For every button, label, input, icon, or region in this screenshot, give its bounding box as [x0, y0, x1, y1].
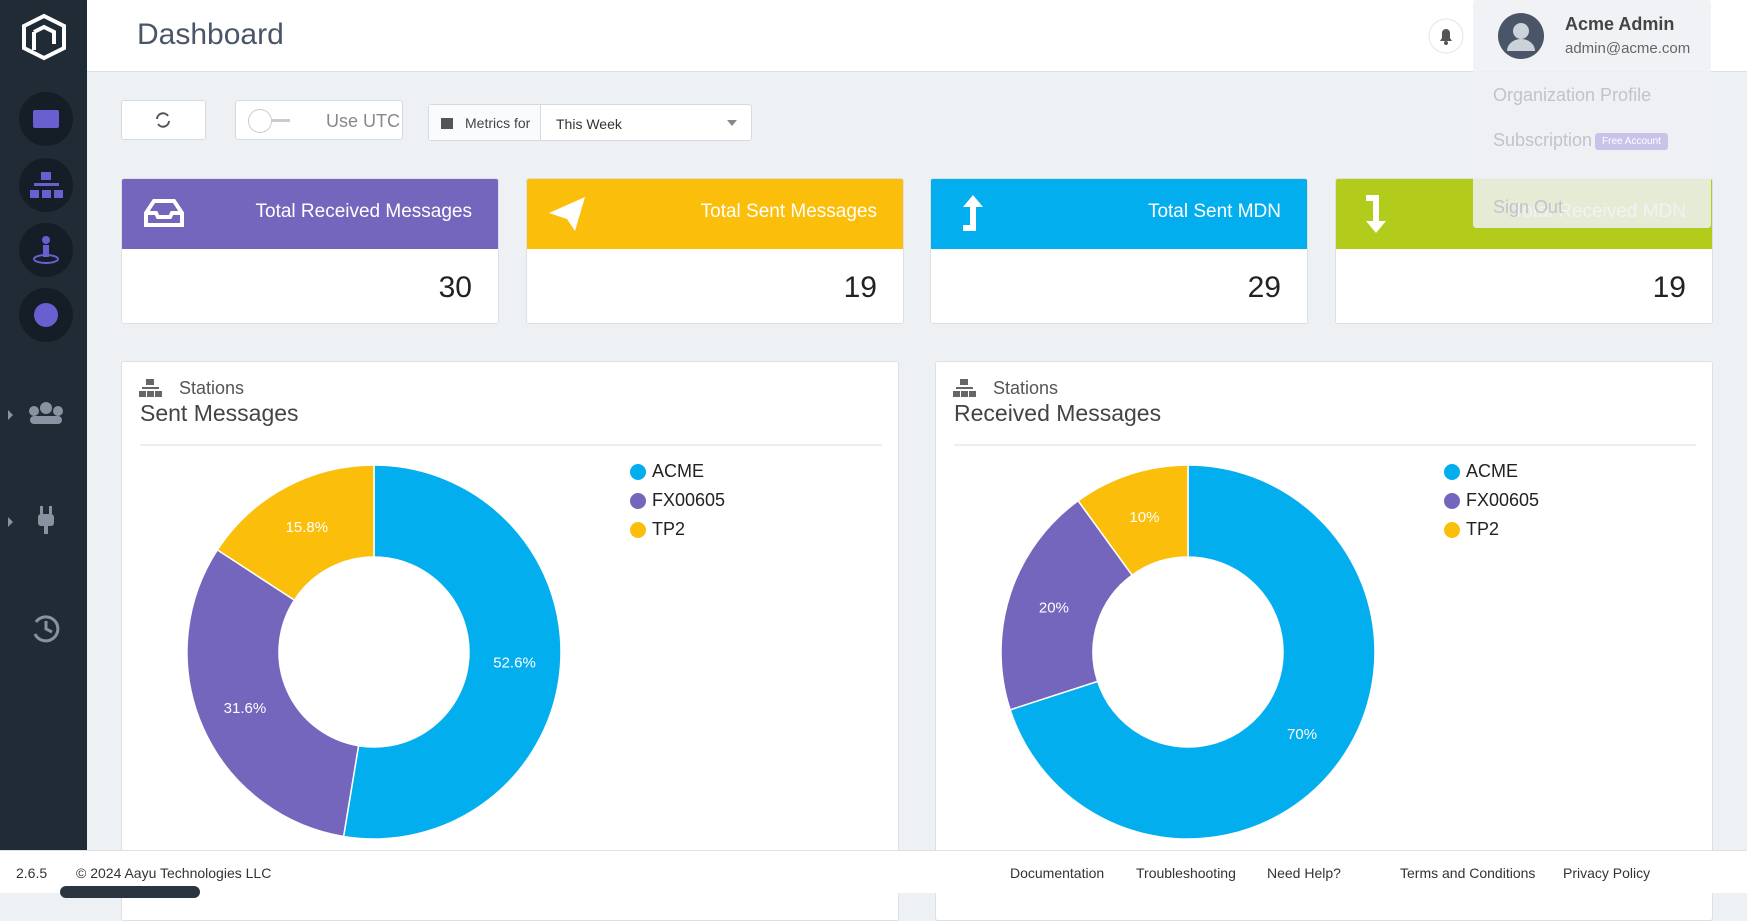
sidebar-icons: [8, 13, 73, 643]
stat-card: Total Received Messages 30: [121, 178, 499, 324]
footer-link[interactable]: Terms and Conditions: [1400, 865, 1536, 881]
section-icon: [953, 379, 976, 397]
user-email: admin@acme.com: [1565, 40, 1691, 57]
card-value: 30: [438, 271, 472, 304]
chart-panel: Stations Sent Messages 52.6% 31.6% 15.8% ACME…: [121, 361, 899, 921]
card-icon: [963, 195, 983, 231]
nav-groups[interactable]: [8, 402, 63, 424]
user-menu: Acme Admin admin@acme.com Organization P…: [1473, 0, 1711, 228]
legend-label: FX00605: [652, 490, 725, 510]
badge-icon: [34, 303, 58, 327]
donut-slice: [1077, 464, 1189, 577]
section-label: Stations: [179, 378, 244, 398]
metrics-label: Metrics for: [465, 115, 531, 131]
card-header: Total Received Messages: [122, 179, 498, 249]
header: Dashboard: [87, 0, 1747, 72]
slice-label: 20%: [1039, 599, 1069, 616]
refresh-icon: [156, 112, 170, 128]
slice-label: 52.6%: [493, 654, 536, 671]
copyright: © 2024 Aayu Technologies LLC: [76, 865, 272, 881]
slice-label: 10%: [1129, 509, 1159, 526]
chart-title: Sent Messages: [140, 400, 299, 426]
section-label: Stations: [993, 378, 1058, 398]
utc-label: Use UTC: [326, 111, 401, 131]
avatar[interactable]: [1498, 13, 1544, 59]
logo: [22, 13, 66, 61]
slice-label: 31.6%: [224, 700, 267, 717]
card-icon: [549, 197, 585, 231]
donut-slice: [342, 464, 562, 840]
slice-label: 15.8%: [286, 519, 329, 536]
card-icon: [1366, 195, 1386, 233]
card-value: 19: [843, 271, 877, 304]
legend-swatch: [630, 464, 646, 480]
card-title: Total Sent Messages: [700, 201, 877, 222]
plan-badge: Free Account: [1595, 133, 1668, 150]
nav-connectors[interactable]: [8, 506, 54, 534]
menu-item[interactable]: Subscription: [1493, 130, 1593, 150]
legend-swatch: [1444, 464, 1460, 480]
legend-swatch: [630, 493, 646, 509]
donut-slice: [1000, 499, 1134, 711]
refresh-button[interactable]: [121, 100, 206, 140]
footer-link[interactable]: Troubleshooting: [1136, 865, 1236, 881]
user-icon: [33, 236, 59, 264]
version: 2.6.5: [16, 865, 48, 881]
card-header: Total Sent MDN: [931, 179, 1307, 249]
card-title: Total Sent MDN: [1147, 201, 1281, 222]
donut-slice: [186, 548, 360, 838]
chart-panel: Stations Received Messages 70% 20% 10% ACME FX…: [935, 361, 1713, 921]
slice-label: 70%: [1287, 726, 1317, 743]
menu-item[interactable]: Organization Profile: [1493, 85, 1652, 105]
calendar-icon: [441, 118, 453, 129]
utc-toggle[interactable]: Use UTC: [235, 100, 403, 140]
legend-label: TP2: [1466, 519, 1499, 539]
period-value: This Week: [556, 116, 622, 132]
card-icon: [144, 199, 184, 227]
card-header: Total Sent Messages: [527, 179, 903, 249]
donut-slice: [216, 464, 375, 602]
legend-label: ACME: [1466, 461, 1518, 481]
legend-label: ACME: [652, 461, 704, 481]
sitemap-icon: [30, 172, 63, 198]
legend-label: FX00605: [1466, 490, 1539, 510]
page-title: Dashboard: [137, 18, 284, 51]
donut-slice: [1009, 464, 1376, 840]
button-frame: [121, 100, 206, 140]
sidebar: [0, 0, 87, 893]
toggle-knob: [248, 109, 272, 133]
card-title: Total Received Messages: [255, 201, 473, 222]
stat-card: Total Sent MDN 29: [930, 178, 1308, 324]
bottom-tab: [60, 886, 200, 898]
menu-item[interactable]: Sign Out: [1493, 197, 1564, 217]
card-value: 19: [1652, 271, 1686, 304]
footer-link[interactable]: Privacy Policy: [1563, 865, 1651, 881]
footer: 2.6.5 © 2024 Aayu Technologies LLC Docum…: [0, 850, 1747, 898]
metrics-select[interactable]: Metrics for This Week: [428, 104, 752, 141]
footer-link[interactable]: Need Help?: [1267, 865, 1341, 881]
stat-card: Total Sent Messages 19: [526, 178, 904, 324]
chart-title: Received Messages: [954, 400, 1161, 426]
legend-label: TP2: [652, 519, 685, 539]
mail-icon: [33, 110, 59, 128]
nav-history[interactable]: [33, 615, 60, 643]
notifications[interactable]: [1428, 18, 1464, 54]
caret: [727, 120, 737, 126]
user-name: Acme Admin: [1565, 14, 1675, 34]
footer-link[interactable]: Documentation: [1010, 865, 1105, 881]
legend-swatch: [1444, 522, 1460, 538]
legend-swatch: [630, 522, 646, 538]
legend-swatch: [1444, 493, 1460, 509]
card-value: 29: [1247, 271, 1281, 304]
section-icon: [139, 379, 162, 397]
